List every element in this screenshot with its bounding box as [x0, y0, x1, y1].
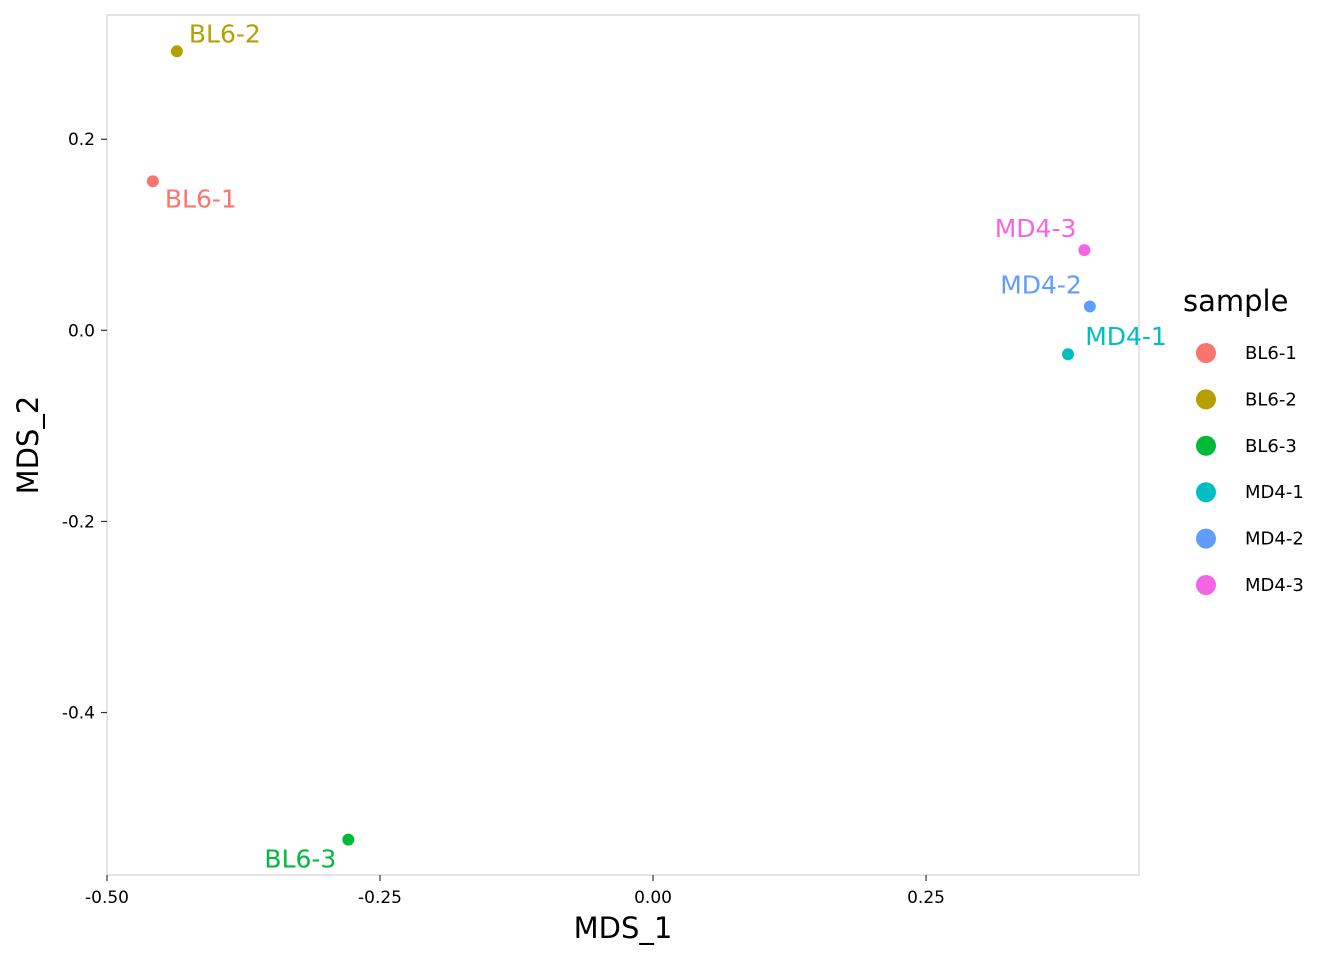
x-tick-label: 0.25 — [907, 888, 945, 908]
data-point — [146, 175, 159, 188]
x-tick-label: -0.25 — [358, 888, 402, 908]
data-point-label: BL6-1 — [165, 184, 237, 213]
legend-entry-label: BL6-2 — [1245, 389, 1297, 410]
data-point-label: MD4-1 — [1085, 322, 1167, 351]
legend-entry-label: BL6-3 — [1245, 436, 1297, 457]
legend: sample BL6-1 BL6-2 BL6-3 MD4-1 MD4-2 MD4-3 — [1183, 284, 1304, 596]
y-tick-label: 0.2 — [68, 130, 95, 150]
data-point-label: BL6-3 — [264, 845, 336, 874]
legend-entry-label: BL6-1 — [1245, 343, 1297, 364]
y-tick-label: -0.2 — [62, 512, 95, 532]
y-axis-ticks: -0.4 -0.2 0.0 0.2 — [62, 130, 107, 724]
data-point-label: BL6-2 — [189, 19, 261, 48]
x-axis-title: MDS_1 — [574, 911, 673, 945]
data-point-label: MD4-2 — [1000, 270, 1082, 299]
y-tick-label: -0.4 — [62, 704, 95, 724]
legend-key — [1196, 343, 1216, 363]
legend-key — [1196, 435, 1216, 456]
y-tick-label: 0.0 — [68, 321, 95, 341]
y-axis-title: MDS_2 — [11, 396, 45, 495]
data-point — [1078, 244, 1091, 257]
x-tick-label: 0.00 — [634, 888, 672, 908]
data-point-label: MD4-3 — [995, 214, 1077, 243]
legend-key — [1196, 482, 1216, 503]
data-point — [170, 45, 183, 58]
x-tick-label: -0.50 — [85, 888, 129, 908]
legend-entry-label: MD4-1 — [1245, 482, 1304, 503]
data-points — [146, 45, 1096, 846]
legend-key — [1196, 389, 1216, 410]
legend-title: sample — [1183, 284, 1288, 318]
legend-key — [1196, 528, 1216, 549]
legend-entry-label: MD4-3 — [1245, 575, 1304, 596]
data-point — [342, 833, 355, 846]
x-axis-ticks: -0.50 -0.25 0.00 0.25 — [85, 875, 945, 908]
legend-key — [1196, 575, 1216, 595]
data-point — [1083, 300, 1096, 313]
legend-entry-label: MD4-2 — [1245, 529, 1304, 550]
plot-panel — [106, 14, 1140, 876]
data-point — [1062, 348, 1075, 361]
